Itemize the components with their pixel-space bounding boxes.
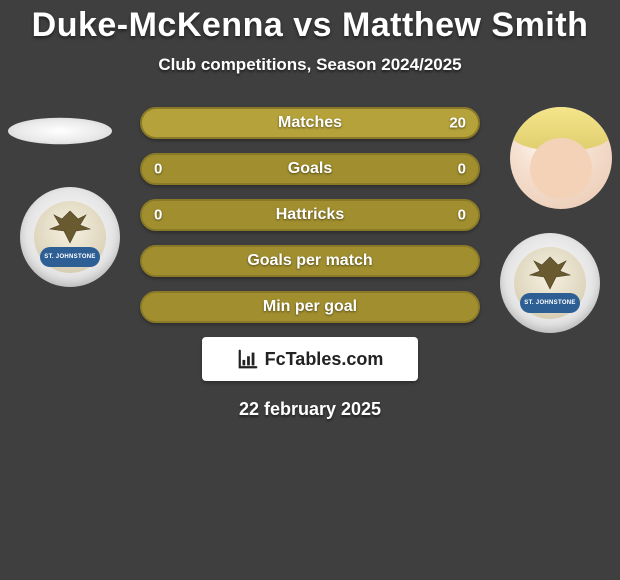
stat-row: Goals per match [140,245,480,277]
stat-bars: 20 Matches 0 0 Goals 0 0 Hattricks Goals per mat… [140,107,480,323]
branding-text: FcTables.com [265,349,384,370]
eagle-icon [48,209,92,245]
avatar-face [530,138,591,199]
stat-right-value: 0 [458,207,466,224]
stat-left-value: 0 [154,161,162,178]
stat-right-value: 20 [449,115,466,132]
stat-label: Goals per match [247,252,372,270]
crest-inner: ST. JOHNSTONE [514,247,586,319]
stat-row: 0 0 Hattricks [140,199,480,231]
stat-row: Min per goal [140,291,480,323]
stat-label: Matches [278,114,342,132]
crest-inner: ST. JOHNSTONE [34,201,106,273]
page-subtitle: Club competitions, Season 2024/2025 [0,55,620,75]
stat-label: Goals [288,160,332,178]
club-crest-right: ST. JOHNSTONE [500,233,600,333]
date-text: 22 february 2025 [0,399,620,420]
bar-fill-left [142,155,310,183]
stat-label: Min per goal [263,298,357,316]
page-title: Duke-McKenna vs Matthew Smith [0,0,620,45]
branding-badge: FcTables.com [202,337,418,381]
chart-icon [237,348,259,370]
player-left-avatar [8,118,112,144]
stat-row: 0 0 Goals [140,153,480,185]
stat-label: Hattricks [276,206,344,224]
bar-fill-right [310,155,478,183]
stats-area: ST. JOHNSTONE ST. JOHNSTONE 20 Matches 0 0 G… [0,107,620,420]
crest-ribbon: ST. JOHNSTONE [40,247,100,267]
stat-right-value: 0 [458,161,466,178]
player-right-avatar [510,107,612,209]
stat-row: 20 Matches [140,107,480,139]
crest-ribbon: ST. JOHNSTONE [520,293,580,313]
eagle-icon [528,255,572,291]
club-crest-left: ST. JOHNSTONE [20,187,120,287]
stat-left-value: 0 [154,207,162,224]
